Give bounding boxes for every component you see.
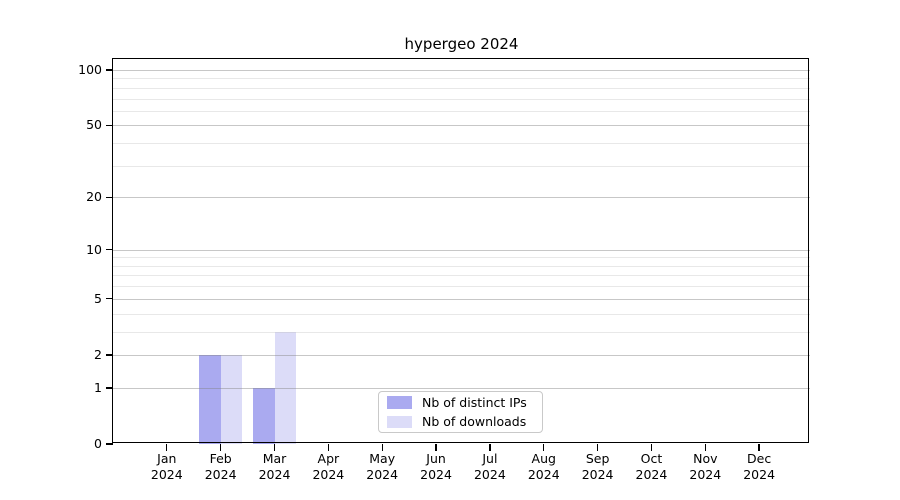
x-tick-mark bbox=[435, 444, 437, 451]
bar-nb-of-downloads bbox=[274, 331, 296, 444]
x-tick-mark bbox=[596, 444, 599, 451]
x-tick-mark bbox=[166, 444, 168, 451]
y-tick-label: 10 bbox=[86, 241, 102, 257]
x-tick-mark bbox=[489, 444, 491, 451]
x-tick-label: Nov 2024 bbox=[689, 451, 722, 482]
legend-label: Nb of distinct IPs bbox=[422, 394, 527, 410]
y-tick-mark bbox=[106, 298, 113, 300]
major-gridline bbox=[113, 125, 810, 127]
bar-nb-of-downloads bbox=[220, 354, 243, 444]
legend-label: Nb of downloads bbox=[422, 414, 527, 430]
major-gridline bbox=[113, 298, 810, 300]
x-tick-mark bbox=[704, 444, 706, 451]
bar-nb-of-distinct-ips bbox=[199, 354, 221, 444]
x-tick-mark bbox=[650, 444, 653, 451]
y-tick-mark bbox=[106, 248, 113, 251]
minor-gridline bbox=[113, 331, 810, 333]
minor-gridline bbox=[113, 110, 810, 112]
minor-gridline bbox=[113, 257, 810, 259]
minor-gridline bbox=[113, 87, 810, 89]
legend-entry-downloads: Nb of downloads bbox=[379, 414, 542, 431]
legend-entry-distinct-ips: Nb of distinct IPs bbox=[379, 394, 542, 411]
major-gridline bbox=[113, 70, 810, 71]
x-tick-label: Feb 2024 bbox=[204, 451, 237, 482]
x-tick-mark bbox=[219, 444, 222, 451]
y-tick-mark bbox=[106, 69, 113, 71]
x-tick-label: Mar 2024 bbox=[258, 451, 291, 482]
chart-title: hypergeo 2024 bbox=[404, 35, 519, 53]
x-tick-mark bbox=[327, 444, 330, 451]
x-tick-label: Jan 2024 bbox=[150, 451, 183, 482]
legend-swatch-distinct-ips bbox=[387, 396, 412, 409]
x-tick-mark bbox=[543, 444, 545, 451]
y-tick-label: 1 bbox=[94, 379, 102, 395]
minor-gridline bbox=[113, 265, 810, 267]
x-tick-label: Sep 2024 bbox=[581, 451, 614, 482]
x-tick-mark bbox=[381, 444, 383, 451]
major-gridline bbox=[113, 249, 810, 251]
x-tick-label: Dec 2024 bbox=[743, 451, 776, 482]
minor-gridline bbox=[113, 313, 810, 315]
x-tick-label: May 2024 bbox=[366, 451, 399, 482]
x-tick-label: Apr 2024 bbox=[312, 451, 345, 482]
x-tick-label: Jul 2024 bbox=[473, 451, 506, 482]
x-tick-mark bbox=[273, 444, 276, 451]
legend: Nb of distinct IPs Nb of downloads bbox=[378, 391, 543, 433]
major-gridline bbox=[113, 354, 810, 356]
minor-gridline bbox=[113, 143, 810, 145]
minor-gridline bbox=[113, 286, 810, 288]
y-tick-label: 50 bbox=[86, 117, 102, 133]
y-tick-label: 5 bbox=[94, 290, 102, 306]
y-tick-mark bbox=[106, 443, 113, 445]
x-tick-mark bbox=[758, 444, 760, 451]
y-tick-mark bbox=[106, 124, 113, 127]
y-tick-label: 2 bbox=[94, 346, 102, 362]
y-tick-label: 0 bbox=[94, 436, 102, 451]
x-tick-label: Jun 2024 bbox=[420, 451, 452, 482]
minor-gridline bbox=[113, 78, 810, 80]
legend-swatch-downloads bbox=[387, 415, 412, 428]
x-tick-label: Oct 2024 bbox=[635, 451, 668, 482]
y-tick-mark bbox=[106, 354, 113, 356]
minor-gridline bbox=[113, 275, 810, 277]
major-gridline bbox=[113, 197, 810, 199]
major-gridline bbox=[113, 387, 810, 389]
y-tick-mark bbox=[106, 196, 113, 198]
minor-gridline bbox=[113, 98, 810, 100]
y-tick-mark bbox=[106, 387, 113, 389]
bar-nb-of-distinct-ips bbox=[253, 387, 275, 444]
x-tick-label: Aug 2024 bbox=[527, 451, 560, 482]
minor-gridline bbox=[113, 165, 810, 167]
y-tick-label: 100 bbox=[78, 62, 102, 77]
y-tick-label: 20 bbox=[86, 189, 102, 205]
